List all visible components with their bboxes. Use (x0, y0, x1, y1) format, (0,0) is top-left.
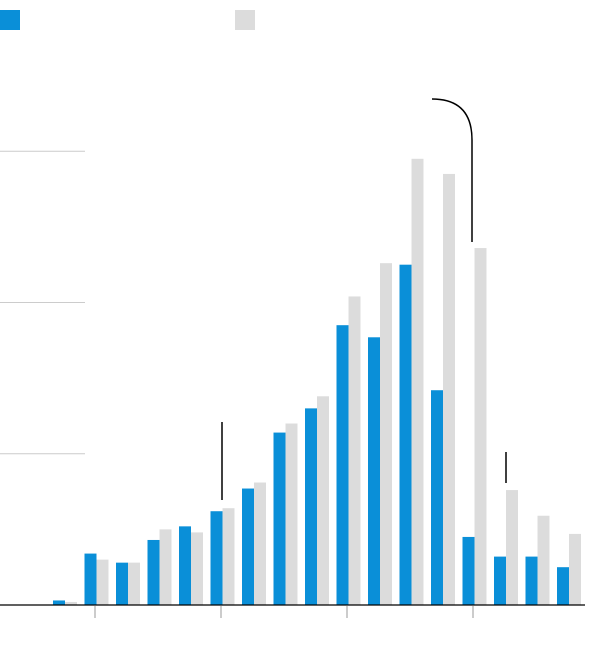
legend-swatch (235, 10, 255, 30)
bar (348, 296, 361, 605)
bar (557, 567, 569, 605)
bar (317, 396, 329, 605)
bar (431, 390, 443, 605)
bar (569, 533, 581, 605)
bar (254, 482, 266, 605)
bar (65, 601, 77, 605)
bar (506, 490, 518, 605)
bar (462, 536, 475, 605)
bar (242, 488, 254, 605)
bar (147, 539, 160, 605)
legend-swatch (0, 10, 20, 30)
bar (53, 600, 65, 605)
bar (443, 173, 455, 605)
bar (84, 553, 97, 605)
bar (494, 556, 506, 605)
bar (336, 325, 349, 605)
bar (537, 515, 550, 605)
bar (380, 263, 392, 605)
bar (273, 432, 286, 605)
bar (305, 408, 317, 605)
bar (474, 248, 487, 606)
bar (116, 562, 128, 605)
bar (159, 529, 172, 605)
bar (399, 264, 412, 605)
bar (222, 508, 235, 605)
bar (411, 158, 424, 605)
bar (96, 559, 109, 605)
bar (285, 423, 298, 605)
bar (128, 562, 140, 605)
bar (210, 511, 223, 605)
bar (368, 337, 380, 605)
annotation-bracket (431, 98, 473, 242)
bar (525, 556, 538, 605)
bar (179, 526, 191, 605)
bar (191, 532, 203, 605)
